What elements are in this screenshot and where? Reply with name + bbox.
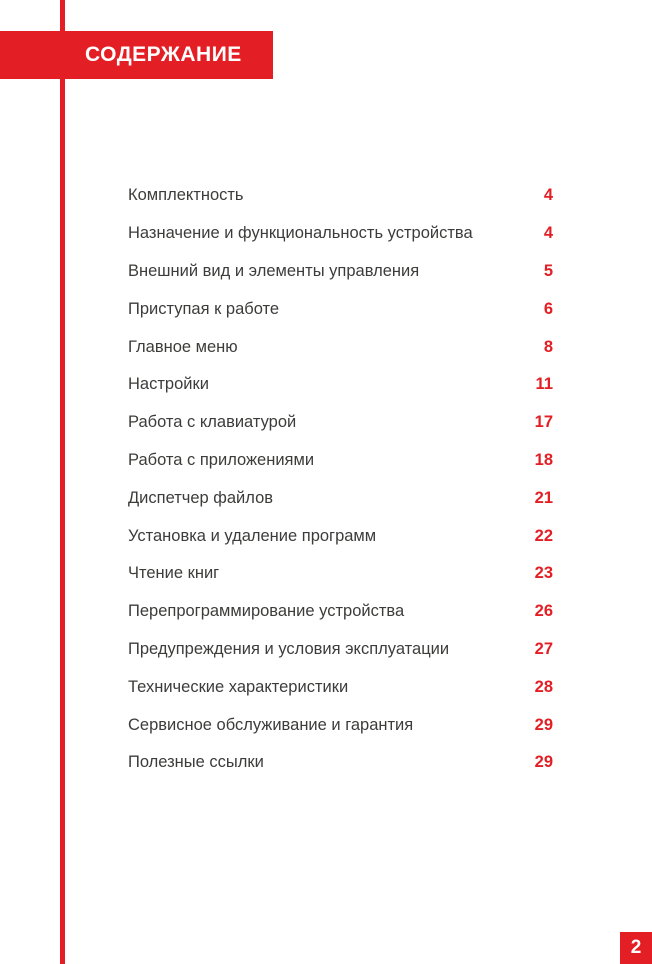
toc-entry[interactable]: Главное меню 8 <box>128 328 553 366</box>
toc-entry[interactable]: Чтение книг 23 <box>128 555 553 593</box>
toc-entry-page: 4 <box>543 224 553 243</box>
toc-entry-page: 23 <box>534 564 553 583</box>
toc-entry[interactable]: Внешний вид и элементы управления 5 <box>128 253 553 291</box>
toc-entry[interactable]: Технические характеристики 28 <box>128 668 553 706</box>
toc-entry[interactable]: Работа с приложениями 18 <box>128 442 553 480</box>
toc-entry-page: 11 <box>535 375 553 394</box>
toc-entry-title: Технические характеристики <box>128 677 349 696</box>
toc-entry-title: Диспетчер файлов <box>128 488 274 507</box>
toc-entry-title: Предупреждения и условия эксплуатации <box>128 639 450 658</box>
toc-entry[interactable]: Диспетчер файлов 21 <box>128 479 553 517</box>
toc-entry-title: Главное меню <box>128 337 238 356</box>
toc-entry-title: Настройки <box>128 375 209 394</box>
toc-entry-page: 6 <box>543 299 553 318</box>
toc-entry-page: 5 <box>543 261 553 280</box>
toc-entry[interactable]: Приступая к работе 6 <box>128 290 553 328</box>
toc-entry-page: 28 <box>534 677 553 696</box>
toc-entry-page: 26 <box>534 602 553 621</box>
toc-entry-title: Перепрограммирование устройства <box>128 602 405 621</box>
toc-entry-page: 27 <box>534 639 553 658</box>
contents-header-band: СОДЕРЖАНИЕ <box>0 31 273 79</box>
toc-entry-page: 18 <box>534 450 553 469</box>
toc-entry-page: 8 <box>543 337 553 356</box>
toc-entry-title: Работа с клавиатурой <box>128 413 297 432</box>
toc-entry[interactable]: Перепрограммирование устройства 26 <box>128 593 553 631</box>
toc-entry-page: 29 <box>534 753 553 772</box>
toc-entry-page: 17 <box>534 413 553 432</box>
toc-entry-page: 21 <box>534 488 553 507</box>
toc-entry-title: Комплектность <box>128 186 244 205</box>
toc-entry[interactable]: Назначение и функциональность устройства… <box>128 215 553 253</box>
toc-entry-title: Полезные ссылки <box>128 753 264 772</box>
toc-entry-title: Приступая к работе <box>128 299 280 318</box>
left-accent-line <box>60 0 65 964</box>
toc-entry-title: Назначение и функциональность устройства <box>128 224 473 243</box>
table-of-contents: Комплектность 4 Назначение и функциональ… <box>128 177 553 782</box>
toc-entry[interactable]: Комплектность 4 <box>128 177 553 215</box>
toc-entry[interactable]: Настройки 11 <box>128 366 553 404</box>
toc-entry-title: Чтение книг <box>128 564 220 583</box>
toc-entry[interactable]: Сервисное обслуживание и гарантия 29 <box>128 706 553 744</box>
toc-entry-title: Установка и удаление программ <box>128 526 377 545</box>
toc-entry-title: Работа с приложениями <box>128 450 315 469</box>
toc-entry[interactable]: Установка и удаление программ 22 <box>128 517 553 555</box>
toc-entry[interactable]: Работа с клавиатурой 17 <box>128 404 553 442</box>
page-number-badge: 2 <box>620 932 652 964</box>
toc-entry[interactable]: Предупреждения и условия эксплуатации 27 <box>128 631 553 669</box>
toc-entry-page: 4 <box>543 186 553 205</box>
toc-entry-page: 22 <box>534 526 553 545</box>
toc-entry-title: Внешний вид и элементы управления <box>128 261 420 280</box>
toc-entry-page: 29 <box>534 715 553 734</box>
toc-entry[interactable]: Полезные ссылки 29 <box>128 744 553 782</box>
toc-entry-title: Сервисное обслуживание и гарантия <box>128 715 414 734</box>
page-title: СОДЕРЖАНИЕ <box>85 43 242 66</box>
page-number: 2 <box>630 937 642 958</box>
